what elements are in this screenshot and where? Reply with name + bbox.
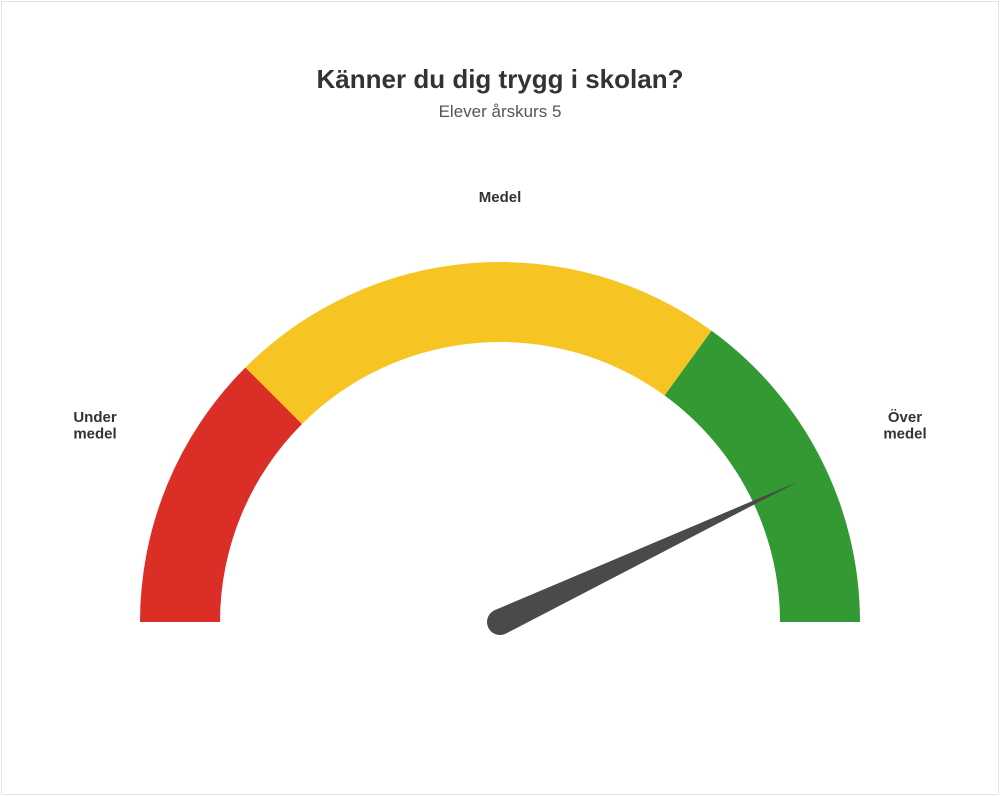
chart-frame: Känner du dig trygg i skolan? Elever års… <box>1 1 999 795</box>
chart-subtitle: Elever årskurs 5 <box>2 102 998 122</box>
gauge-chart: Undermedel Medel Övermedel <box>60 152 940 712</box>
gauge-segment-0 <box>140 367 302 622</box>
gauge-segment-label-2: Övermedel <box>883 409 926 443</box>
gauge-needle-hub <box>487 609 513 635</box>
gauge-segment-label-0: Undermedel <box>73 409 117 443</box>
chart-title: Känner du dig trygg i skolan? <box>2 64 998 95</box>
gauge-segment-2 <box>665 331 860 622</box>
gauge-container: Undermedel Medel Övermedel <box>2 152 998 712</box>
gauge-segment-1 <box>245 262 711 424</box>
gauge-needle <box>494 481 798 633</box>
gauge-segment-label-1: Medel <box>479 189 522 206</box>
